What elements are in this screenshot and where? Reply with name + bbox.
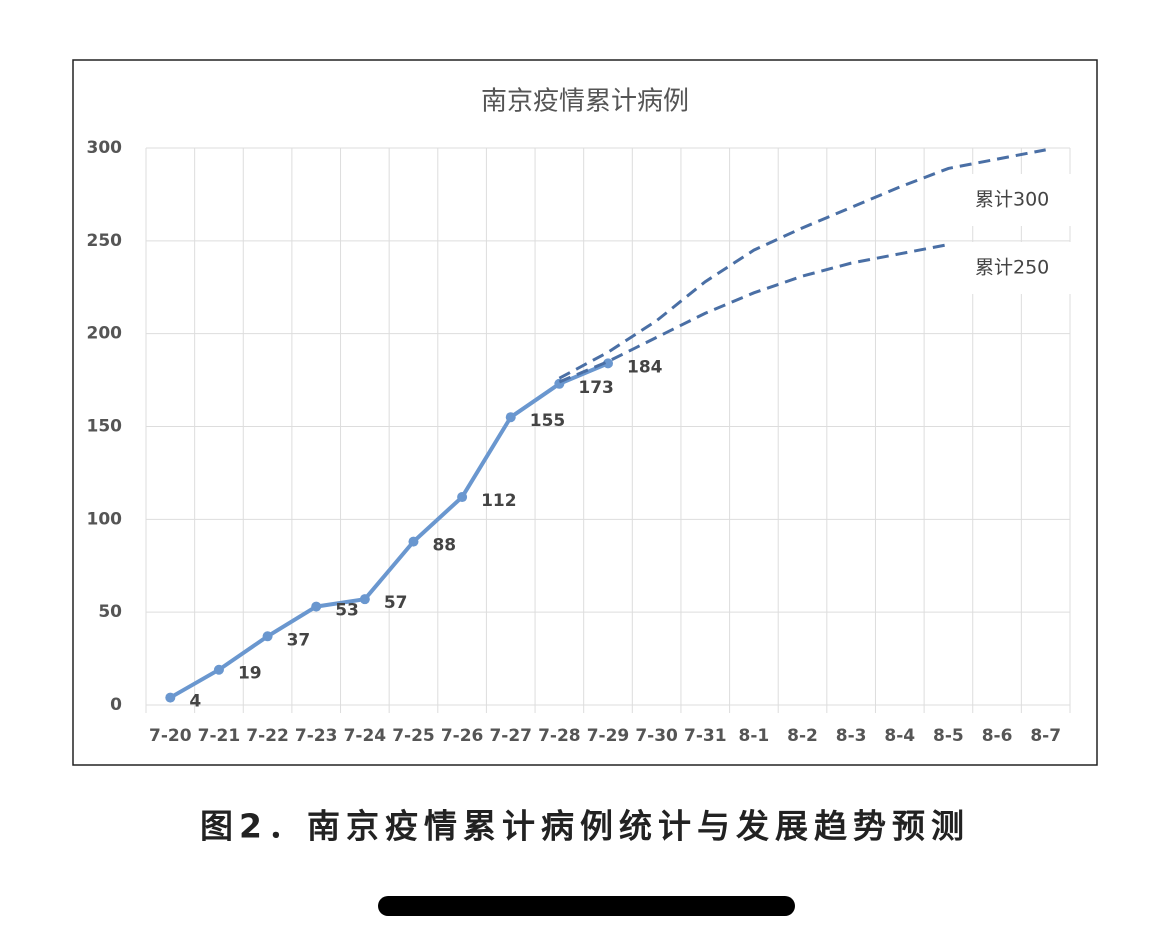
x-tick-label: 7-25 (392, 726, 435, 746)
x-tick-label: 8-7 (1030, 726, 1061, 746)
series-line (169, 361, 609, 700)
data-label: 112 (481, 491, 516, 511)
x-tick-label: 7-24 (344, 726, 387, 746)
point (408, 536, 419, 547)
x-tick-label: 7-26 (441, 726, 484, 746)
x-tick-label: 8-5 (933, 726, 964, 746)
x-tick-label: 7-21 (198, 726, 241, 746)
x-tick-label: 8-4 (884, 726, 915, 746)
y-tick-label: 300 (87, 138, 123, 158)
point (457, 492, 468, 503)
x-tick-label: 8-6 (982, 726, 1013, 746)
x-tick-label: 8-1 (739, 726, 770, 746)
label-box (962, 174, 1074, 226)
data-label: 57 (384, 593, 408, 613)
x-tick-label: 7-27 (489, 726, 532, 746)
x-tick-label: 7-23 (295, 726, 338, 746)
home-indicator (378, 896, 795, 916)
y-tick-label: 100 (87, 509, 123, 529)
x-tick-label: 7-20 (149, 726, 192, 746)
x-tick-label: 7-30 (635, 726, 678, 746)
data-label: 37 (287, 630, 311, 650)
point (262, 631, 273, 642)
chart-frame (72, 59, 1098, 766)
data-label: 184 (627, 357, 663, 377)
x-tick-label: 7-31 (684, 726, 727, 746)
data-label: 155 (530, 411, 566, 431)
y-tick-label: 150 (87, 417, 123, 437)
point (505, 412, 516, 423)
series-line (558, 243, 949, 384)
data-label: 4 (189, 692, 201, 712)
label-box (962, 242, 1074, 294)
point (165, 692, 176, 703)
x-tick-label: 7-28 (538, 726, 581, 746)
y-tick-label: 200 (87, 324, 123, 344)
y-tick-label: 0 (110, 695, 122, 715)
data-label: 173 (578, 378, 614, 398)
point (603, 358, 613, 369)
data-label: 53 (335, 601, 359, 621)
x-tick-label: 8-2 (787, 726, 818, 746)
series-label: 累计300 (975, 189, 1049, 211)
x-tick-label: 8-3 (836, 726, 867, 746)
x-tick-label: 7-22 (246, 726, 289, 746)
series-label: 累计250 (975, 257, 1049, 279)
chart-title: 南京疫情累计病例 (481, 87, 689, 117)
caption: 图2．南京疫情累计病例统计与发展趋势预测 (200, 807, 970, 846)
series-line (558, 148, 1046, 380)
y-tick-label: 50 (98, 602, 122, 622)
point (213, 664, 224, 675)
data-label: 19 (238, 664, 262, 684)
point (311, 601, 322, 612)
point (359, 594, 370, 605)
data-label: 88 (432, 536, 456, 556)
y-tick-label: 250 (87, 231, 123, 251)
x-tick-label: 7-29 (587, 726, 630, 746)
